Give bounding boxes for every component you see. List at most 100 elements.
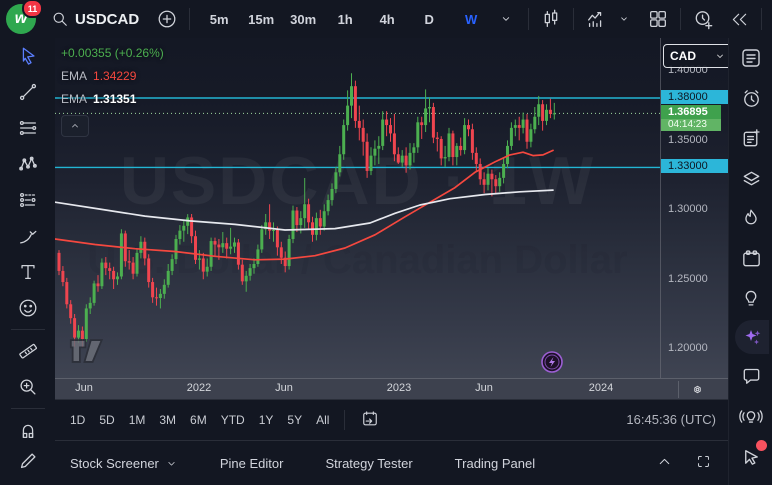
watchlist-icon [742, 49, 760, 67]
indicators-menu-button[interactable] [610, 5, 638, 33]
symbol-search-button[interactable]: USDCAD [50, 5, 139, 33]
interval-1h[interactable]: 1h [337, 11, 353, 27]
range-All[interactable]: All [316, 413, 330, 427]
toolbar-divider [10, 408, 45, 409]
time-tick: 2022 [186, 382, 212, 394]
legend-collapse-button[interactable] [61, 115, 89, 137]
tab-trading-panel[interactable]: Trading Panel [455, 456, 535, 471]
toolbar-separator [573, 8, 575, 30]
user-avatar[interactable]: w 11 [6, 0, 43, 34]
price-tick: 1.35000 [668, 133, 708, 146]
interval-D[interactable]: D [424, 11, 434, 27]
range-1Y[interactable]: 1Y [258, 413, 274, 427]
indicator-label[interactable]: EMA [61, 69, 88, 83]
text-tool-button[interactable] [9, 254, 47, 290]
fib-retracement-tool-button[interactable] [9, 110, 47, 146]
chat-bubble-icon [743, 368, 759, 384]
cursor-tool-button[interactable] [9, 38, 47, 74]
indicator-value: 1.31351 [93, 92, 137, 106]
ai-assistant-button[interactable] [733, 318, 769, 356]
maximize-panel-button[interactable] [695, 453, 712, 475]
top-toolbar: w 11 USDCAD 5m 15m 30m 1h 4h D W [0, 0, 772, 39]
price-axis[interactable]: 1.40000 1.35000 1.30000 1.25000 1.20000 1.380… [661, 38, 728, 378]
expand-panel-button[interactable] [656, 453, 673, 475]
chart-region: USDCAD · 1W U.S. Dollar / Canadian Dolla… [55, 38, 728, 485]
chart-settings-button[interactable] [689, 381, 706, 403]
interval-4h[interactable]: 4h [379, 11, 395, 27]
measure-tool-button[interactable] [9, 333, 47, 369]
watchlist-button[interactable] [733, 38, 769, 78]
interval-15m[interactable]: 15m [248, 11, 275, 27]
indicator-value: 1.34229 [93, 69, 137, 83]
time-axis[interactable]: Jun 2022 Jun 2023 Jun 2024 [55, 378, 728, 400]
pattern-tool-button[interactable] [9, 146, 47, 182]
interval-W-active[interactable]: W [465, 11, 478, 27]
replay-rewind-icon [732, 13, 746, 25]
edit-tool-button[interactable] [9, 448, 47, 474]
tab-strategy-tester[interactable]: Strategy Tester [325, 456, 412, 471]
maximize-frame-icon [698, 456, 709, 467]
broadcast-bulb-icon [739, 409, 763, 423]
trend-line-tool-button[interactable] [9, 74, 47, 110]
indicators-icon [588, 11, 602, 27]
chat-button[interactable] [733, 356, 769, 396]
grid-layout-icon [650, 11, 667, 27]
range-YTD[interactable]: YTD [220, 413, 245, 427]
toolbar-separator [680, 8, 682, 30]
hotlists-button[interactable] [733, 198, 769, 238]
go-to-date-button[interactable] [353, 405, 387, 436]
calendar-button[interactable] [733, 238, 769, 278]
candlestick-chart [55, 73, 660, 373]
object-tree-button[interactable] [733, 158, 769, 198]
compare-add-symbol-button[interactable] [153, 5, 181, 33]
chevron-up-icon [659, 458, 670, 465]
ideas-button[interactable] [733, 278, 769, 318]
toolbar-divider [10, 329, 45, 330]
tab-stock-screener[interactable]: Stock Screener [70, 456, 178, 471]
interval-menu-button[interactable] [492, 5, 520, 33]
create-alert-button[interactable] [689, 5, 717, 33]
trend-line-icon [19, 83, 36, 101]
alerts-button[interactable] [733, 78, 769, 118]
range-1D[interactable]: 1D [70, 413, 86, 427]
chart-pane[interactable]: USDCAD · 1W U.S. Dollar / Canadian Dolla… [55, 38, 660, 378]
forecast-lines-icon [19, 192, 36, 208]
interval-5m[interactable]: 5m [209, 11, 229, 27]
search-icon [53, 12, 67, 26]
journal-button[interactable] [733, 118, 769, 158]
chart-canvas-area[interactable]: USDCAD · 1W U.S. Dollar / Canadian Dolla… [55, 38, 728, 378]
symbol-watermark-line1: USDCAD · 1W [119, 143, 596, 219]
currency-dropdown[interactable]: CAD [663, 44, 728, 68]
zoom-in-tool-button[interactable] [9, 369, 47, 405]
session-clock[interactable]: 16:45:36 (UTC) [626, 412, 716, 427]
chart-style-button[interactable] [537, 5, 565, 33]
toolbar-separator [189, 8, 191, 30]
indicator-label[interactable]: EMA [61, 92, 88, 106]
follow-cursor-button[interactable] [733, 436, 769, 476]
range-5D[interactable]: 5D [99, 413, 115, 427]
indicators-button[interactable] [582, 5, 610, 33]
time-tick: 2024 [588, 382, 614, 394]
date-range-toolbar: 1D 5D 1M 3M 6M YTD 1Y 5Y All 16:45:36 (U… [55, 399, 728, 440]
range-1M[interactable]: 1M [128, 413, 146, 427]
time-tick: 2023 [386, 382, 412, 394]
prediction-tool-button[interactable] [9, 182, 47, 218]
streams-button[interactable] [733, 396, 769, 436]
tab-label: Pine Editor [219, 455, 284, 471]
magnet-tool-button[interactable] [9, 412, 47, 448]
drawing-toolbar [0, 38, 56, 485]
price-change-text: +0.00355 (+0.26%) [61, 46, 164, 60]
brush-tool-button[interactable] [9, 218, 47, 254]
interval-30m[interactable]: 30m [290, 11, 317, 27]
layout-grid-button[interactable] [644, 5, 672, 33]
time-tick: Jun [275, 382, 293, 394]
alarm-clock-icon [743, 89, 759, 107]
brush-icon [19, 230, 36, 244]
range-6M[interactable]: 6M [190, 413, 207, 427]
emoji-tool-button[interactable] [9, 290, 47, 326]
range-5Y[interactable]: 5Y [287, 413, 303, 427]
tab-pine-editor[interactable]: Pine Editor [220, 456, 284, 471]
bar-replay-button[interactable] [725, 5, 753, 33]
ruler-icon [18, 343, 37, 359]
range-3M[interactable]: 3M [159, 413, 177, 427]
